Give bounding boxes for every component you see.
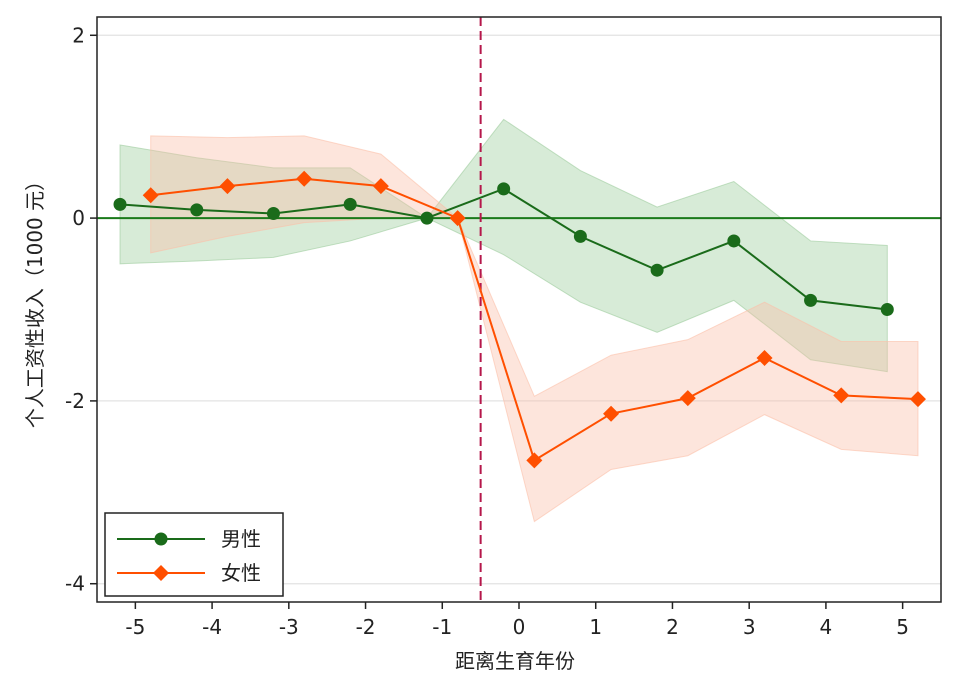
x-tick-label: -4 bbox=[202, 615, 222, 639]
data-point-female bbox=[142, 187, 159, 204]
data-point-male bbox=[266, 207, 280, 221]
x-tick-label: 5 bbox=[896, 615, 909, 639]
data-point-male bbox=[650, 263, 664, 277]
data-point-male bbox=[573, 229, 587, 243]
x-tick-label: -1 bbox=[432, 615, 452, 639]
legend-entry-male: 男性 bbox=[117, 527, 261, 551]
x-tick-label: -5 bbox=[125, 615, 145, 639]
x-tick-label: -2 bbox=[356, 615, 376, 639]
data-point-male bbox=[420, 211, 434, 225]
series-lines bbox=[113, 170, 926, 469]
y-tick-label: 2 bbox=[72, 23, 85, 47]
confidence-band-male bbox=[119, 118, 888, 373]
x-axis-title: 距离生育年份 bbox=[455, 649, 575, 673]
x-tick-label: 1 bbox=[589, 615, 602, 639]
legend-box bbox=[104, 512, 284, 597]
confidence-bands bbox=[119, 118, 919, 523]
y-axis-title: 个人工资性收入（1000 元） bbox=[23, 171, 47, 428]
axes: -4 -2 0 2 -5 -4 -3 -2 -1 0 1 2 3 4 5 bbox=[65, 16, 942, 639]
x-tick-label: 2 bbox=[666, 615, 679, 639]
data-point-female bbox=[679, 390, 696, 407]
legend-label-female: 女性 bbox=[221, 561, 261, 585]
data-point-female bbox=[372, 178, 389, 195]
legend-entry-female: 女性 bbox=[117, 561, 261, 585]
data-point-male bbox=[113, 197, 127, 211]
data-point-female bbox=[756, 349, 773, 366]
data-point-male bbox=[727, 234, 741, 248]
data-point-female bbox=[909, 391, 926, 408]
data-point-male bbox=[497, 182, 511, 196]
data-point-female bbox=[296, 170, 313, 187]
legend-label-male: 男性 bbox=[221, 527, 261, 551]
confidence-band-female bbox=[150, 135, 919, 523]
legend-marker-male bbox=[154, 532, 168, 546]
x-tick-label: -3 bbox=[279, 615, 299, 639]
data-point-male bbox=[880, 303, 894, 316]
legend-marker-female bbox=[153, 565, 169, 581]
data-point-female bbox=[219, 178, 236, 195]
reference-lines bbox=[97, 17, 941, 602]
data-point-male bbox=[343, 197, 357, 211]
data-point-female bbox=[603, 405, 620, 422]
data-point-male bbox=[804, 293, 818, 307]
data-point-male bbox=[190, 203, 204, 217]
x-tick-label: 4 bbox=[820, 615, 833, 639]
data-point-female bbox=[526, 452, 543, 469]
data-point-female bbox=[833, 387, 850, 404]
y-tick-label: 0 bbox=[72, 206, 85, 230]
data-point-female bbox=[449, 210, 466, 227]
y-tick-label: -2 bbox=[65, 389, 85, 413]
y-tick-label: -4 bbox=[65, 572, 85, 596]
x-tick-label: 3 bbox=[743, 615, 756, 639]
legend: 男性 女性 bbox=[104, 512, 284, 597]
x-tick-label: 0 bbox=[513, 615, 526, 639]
